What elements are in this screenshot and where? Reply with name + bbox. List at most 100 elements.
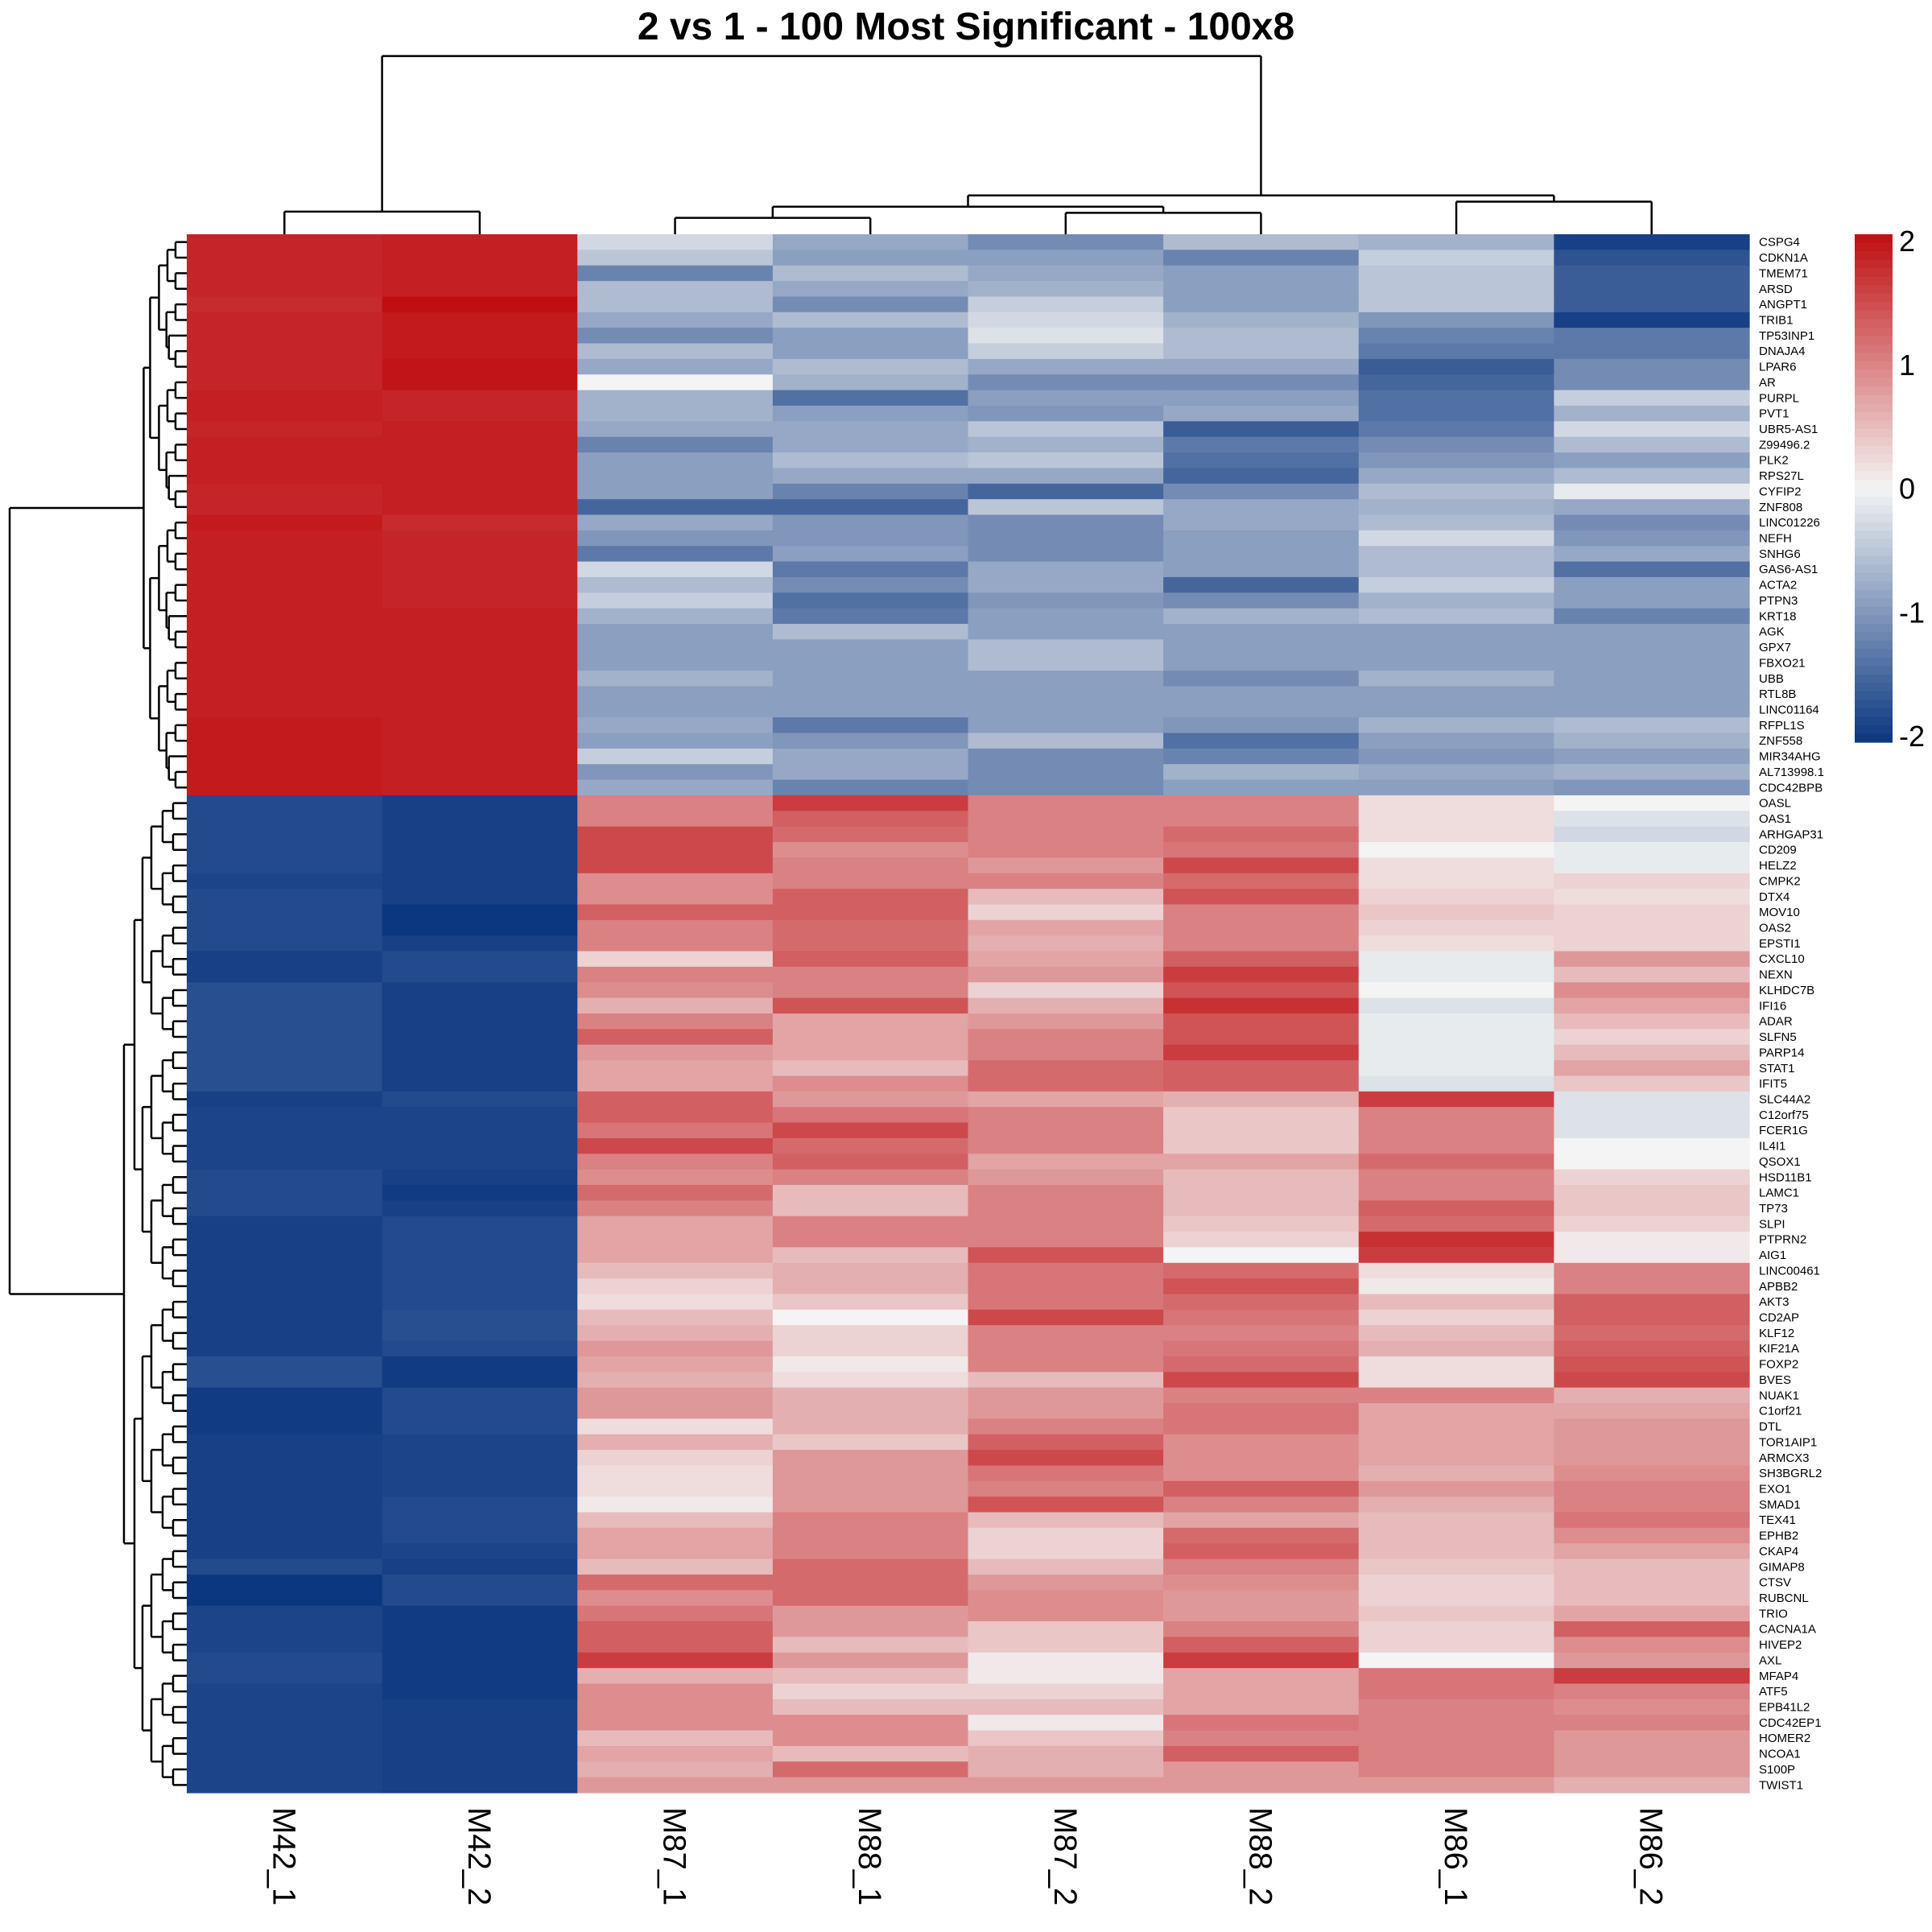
heatmap-cell bbox=[577, 935, 774, 952]
row-label: LINC01226 bbox=[1759, 516, 1820, 530]
heatmap-cell bbox=[577, 1418, 774, 1435]
legend-swatch bbox=[1855, 505, 1893, 514]
column-dendrogram bbox=[283, 55, 1653, 234]
heatmap-cell bbox=[187, 312, 383, 328]
heatmap-cell bbox=[1163, 873, 1360, 890]
heatmap-cell bbox=[1554, 671, 1750, 687]
heatmap-cell bbox=[577, 919, 774, 936]
heatmap-cell bbox=[187, 1200, 383, 1217]
heatmap-cell bbox=[187, 1512, 383, 1529]
heatmap-cell bbox=[577, 296, 774, 313]
heatmap-cell bbox=[968, 919, 1164, 936]
heatmap-cell bbox=[772, 358, 969, 375]
heatmap-cell bbox=[772, 1761, 969, 1778]
row-label: RUBCNL bbox=[1759, 1591, 1809, 1605]
heatmap-cell bbox=[1163, 1262, 1360, 1279]
heatmap-cell bbox=[1163, 576, 1360, 593]
heatmap-cell bbox=[577, 390, 774, 407]
heatmap-cell bbox=[772, 1294, 969, 1311]
heatmap-cell bbox=[772, 1450, 969, 1467]
heatmap-cell bbox=[968, 546, 1164, 563]
legend-tick-label: 2 bbox=[1899, 225, 1915, 258]
heatmap-cell bbox=[1163, 1558, 1360, 1575]
heatmap-cell bbox=[968, 889, 1164, 906]
row-label: OASL bbox=[1759, 797, 1791, 811]
heatmap-cell bbox=[1554, 717, 1750, 734]
heatmap-cell bbox=[1358, 1699, 1554, 1715]
heatmap-cell bbox=[772, 1745, 969, 1762]
heatmap-cell bbox=[187, 1356, 383, 1373]
heatmap-cell bbox=[187, 1029, 383, 1046]
heatmap-cell bbox=[772, 468, 969, 485]
row-label: STAT1 bbox=[1759, 1062, 1794, 1075]
heatmap-cell bbox=[1554, 654, 1750, 671]
heatmap-cell bbox=[1163, 1075, 1360, 1092]
heatmap-cell bbox=[1554, 795, 1750, 811]
heatmap-cell bbox=[577, 1512, 774, 1529]
heatmap-cell bbox=[1554, 1278, 1750, 1295]
row-label: PLK2 bbox=[1759, 454, 1789, 468]
legend-swatch bbox=[1855, 268, 1893, 278]
heatmap-cell bbox=[1358, 997, 1554, 1014]
heatmap-cell bbox=[1358, 561, 1554, 578]
heatmap-cell bbox=[187, 1325, 383, 1342]
heatmap-cell bbox=[577, 826, 774, 843]
heatmap-cell bbox=[187, 1496, 383, 1513]
heatmap-cell bbox=[772, 546, 969, 563]
heatmap-cell bbox=[968, 1278, 1164, 1295]
heatmap-cell bbox=[1163, 997, 1360, 1014]
row-label: HELZ2 bbox=[1759, 859, 1797, 873]
heatmap-cell bbox=[577, 576, 774, 593]
legend-swatch bbox=[1855, 632, 1893, 642]
heatmap-cell bbox=[187, 1637, 383, 1653]
legend-swatch bbox=[1855, 259, 1893, 269]
heatmap-cell bbox=[1554, 1294, 1750, 1311]
heatmap-cell bbox=[577, 1465, 774, 1482]
heatmap-cell bbox=[1358, 1184, 1554, 1201]
heatmap-cell bbox=[382, 1029, 578, 1046]
heatmap-cell bbox=[968, 405, 1164, 422]
heatmap-cell bbox=[968, 343, 1164, 360]
heatmap-cell bbox=[1163, 1699, 1360, 1715]
row-label: TP53INP1 bbox=[1759, 329, 1814, 343]
heatmap-cell bbox=[382, 748, 578, 765]
row-label: QSOX1 bbox=[1759, 1155, 1801, 1169]
heatmap-cell bbox=[968, 1668, 1164, 1685]
row-label: TRIO bbox=[1759, 1607, 1788, 1620]
heatmap-cell bbox=[1358, 296, 1554, 313]
heatmap-cell bbox=[577, 654, 774, 671]
heatmap-cell bbox=[1163, 1652, 1360, 1669]
heatmap-cell bbox=[1163, 1325, 1360, 1342]
heatmap-cell bbox=[1554, 1060, 1750, 1077]
heatmap-cell bbox=[1163, 405, 1360, 422]
heatmap-cell bbox=[382, 546, 578, 563]
heatmap-cell bbox=[382, 1107, 578, 1124]
heatmap-cell bbox=[577, 842, 774, 858]
heatmap-cell bbox=[968, 1512, 1164, 1529]
heatmap-cell bbox=[1163, 919, 1360, 936]
heatmap-cell bbox=[772, 1013, 969, 1030]
heatmap-cell bbox=[1163, 1418, 1360, 1435]
heatmap-cell bbox=[382, 1262, 578, 1279]
heatmap-cell bbox=[968, 1309, 1164, 1326]
heatmap-cell bbox=[577, 1216, 774, 1232]
heatmap-cell bbox=[772, 1465, 969, 1482]
heatmap-cell bbox=[1554, 1527, 1750, 1544]
row-label: ZNF558 bbox=[1759, 734, 1802, 748]
heatmap-cell bbox=[1163, 1543, 1360, 1560]
column-label: M86_1 bbox=[1438, 1807, 1473, 1905]
heatmap-cell bbox=[1163, 1216, 1360, 1232]
heatmap-cell bbox=[772, 514, 969, 531]
heatmap-cell bbox=[1554, 1605, 1750, 1622]
row-label: NEFH bbox=[1759, 532, 1792, 546]
heatmap-cell bbox=[1554, 624, 1750, 640]
row-label: AL713998.1 bbox=[1759, 766, 1824, 779]
heatmap-cell bbox=[1358, 1652, 1554, 1669]
row-label: C12orf75 bbox=[1759, 1108, 1809, 1122]
heatmap-cell bbox=[187, 919, 383, 936]
heatmap-cell bbox=[772, 592, 969, 609]
heatmap-cell bbox=[382, 1075, 578, 1092]
heatmap-cell bbox=[1358, 951, 1554, 968]
heatmap-cell bbox=[382, 935, 578, 952]
heatmap-cell bbox=[1163, 826, 1360, 843]
